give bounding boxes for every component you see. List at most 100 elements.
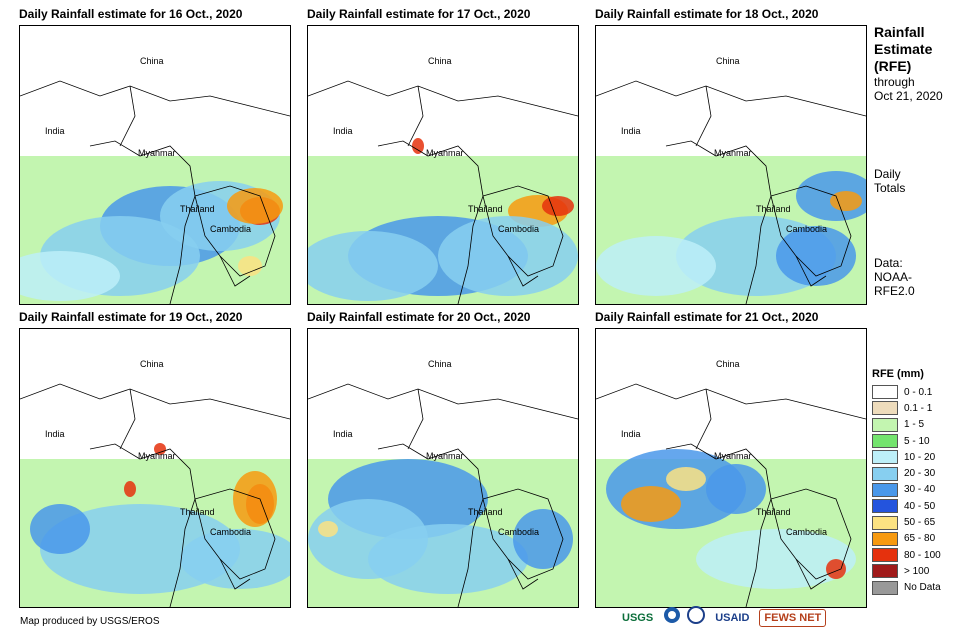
rain-cell xyxy=(696,529,856,589)
country-border xyxy=(89,443,196,607)
legend-item: 10 - 20 xyxy=(872,449,941,465)
rain-cell xyxy=(233,471,277,527)
map-label-myanmar: Myanmar xyxy=(138,451,176,461)
country-border xyxy=(596,383,866,420)
country-border xyxy=(407,85,424,147)
side-title: Rainfall Estimate (RFE) through Oct 21, … xyxy=(874,24,943,103)
rain-cell xyxy=(412,138,424,154)
country-border xyxy=(795,558,827,590)
country-border xyxy=(377,140,484,304)
map-canvas xyxy=(20,383,290,607)
rain-cell xyxy=(830,191,862,211)
legend-swatch xyxy=(872,564,898,579)
country-border xyxy=(119,388,136,450)
map-label-china: China xyxy=(716,359,740,369)
panel-title: Daily Rainfall estimate for 19 Oct., 202… xyxy=(19,310,243,324)
rain-cell xyxy=(513,509,573,569)
through-date: Oct 21, 2020 xyxy=(874,89,943,103)
map-canvas xyxy=(596,383,866,607)
legend-label: > 100 xyxy=(904,565,930,577)
legend-label: 0.1 - 1 xyxy=(904,402,933,414)
map-label-india: India xyxy=(621,126,641,136)
legend-label: 50 - 65 xyxy=(904,517,936,529)
legend-label: 5 - 10 xyxy=(904,435,930,447)
country-border xyxy=(695,388,712,450)
country-border xyxy=(20,383,290,420)
legend-label: 0 - 0.1 xyxy=(904,386,933,398)
map-canvas xyxy=(308,80,578,304)
map-label-myanmar: Myanmar xyxy=(138,148,176,158)
country-border xyxy=(194,488,276,580)
panel-title: Daily Rainfall estimate for 17 Oct., 202… xyxy=(307,7,531,21)
country-border xyxy=(219,558,251,590)
country-border xyxy=(482,185,564,277)
title-line3: (RFE) xyxy=(874,58,912,74)
map-canvas xyxy=(308,383,578,607)
map-label-thailand: Thailand xyxy=(468,507,503,517)
map-label-myanmar: Myanmar xyxy=(426,148,464,158)
map-label-thailand: Thailand xyxy=(180,204,215,214)
map-label-thailand: Thailand xyxy=(756,204,791,214)
legend-item: 50 - 65 xyxy=(872,514,941,530)
map-label-myanmar: Myanmar xyxy=(426,451,464,461)
country-border xyxy=(770,185,852,277)
rainfall-map: China India Myanmar Thailand Cambodia xyxy=(595,25,867,305)
country-border xyxy=(596,80,866,117)
country-border xyxy=(795,255,827,287)
data-label: Data: xyxy=(874,256,903,270)
rain-cell xyxy=(368,524,528,594)
legend-swatch xyxy=(872,515,898,530)
noaa-icon xyxy=(663,606,681,629)
country-border xyxy=(695,85,712,147)
map-label-cambodia: Cambodia xyxy=(498,224,540,234)
usaid-logo: USAID xyxy=(715,611,750,624)
legend-label: 80 - 100 xyxy=(904,549,941,561)
rain-cell xyxy=(238,256,262,276)
country-border xyxy=(665,443,772,607)
legend-swatch xyxy=(872,401,898,416)
data-product: RFE2.0 xyxy=(874,284,915,298)
data-org: NOAA- xyxy=(874,270,913,284)
legend-swatch xyxy=(872,385,898,400)
rain-cell xyxy=(621,486,681,522)
country-border xyxy=(89,140,196,304)
rain-cell xyxy=(318,521,338,537)
title-line1: Rainfall xyxy=(874,24,925,40)
data-source: Data: NOAA- RFE2.0 xyxy=(874,256,915,298)
legend-label: 30 - 40 xyxy=(904,484,936,496)
rain-cell xyxy=(124,481,136,497)
map-label-cambodia: Cambodia xyxy=(498,527,540,537)
rain-cell xyxy=(30,504,90,554)
map-label-cambodia: Cambodia xyxy=(786,224,828,234)
through-label: through xyxy=(874,75,915,89)
rain-cell xyxy=(776,226,856,286)
legend-item: 0.1 - 1 xyxy=(872,400,941,416)
rainfall-map: China India Myanmar Thailand Cambodia xyxy=(595,328,867,608)
legend-swatch xyxy=(872,482,898,497)
country-border xyxy=(377,443,484,607)
legend-item: 20 - 30 xyxy=(872,465,941,481)
country-border xyxy=(194,185,276,277)
map-label-india: India xyxy=(45,126,65,136)
panel-title: Daily Rainfall estimate for 20 Oct., 202… xyxy=(307,310,531,324)
usgs-logo: USGS xyxy=(622,611,654,624)
legend-label: 1 - 5 xyxy=(904,419,925,431)
map-label-thailand: Thailand xyxy=(468,204,503,214)
rain-cell xyxy=(666,467,706,491)
legend-item: 30 - 40 xyxy=(872,482,941,498)
country-border xyxy=(507,558,539,590)
legend-label: 40 - 50 xyxy=(904,500,936,512)
legend-label: No Data xyxy=(904,582,941,594)
rainfall-map: China India Myanmar Thailand Cambodia xyxy=(19,25,291,305)
legend-title: RFE (mm) xyxy=(872,368,924,380)
map-label-myanmar: Myanmar xyxy=(714,148,752,158)
legend-swatch xyxy=(872,531,898,546)
panel-title: Daily Rainfall estimate for 21 Oct., 202… xyxy=(595,310,819,324)
legend-label: 65 - 80 xyxy=(904,533,936,545)
legend-item: 1 - 5 xyxy=(872,417,941,433)
map-label-china: China xyxy=(428,56,452,66)
legend-swatch xyxy=(872,499,898,514)
logos: USGS USAID FEWS NET xyxy=(618,606,827,629)
legend-item: 0 - 0.1 xyxy=(872,384,941,400)
country-border xyxy=(507,255,539,287)
